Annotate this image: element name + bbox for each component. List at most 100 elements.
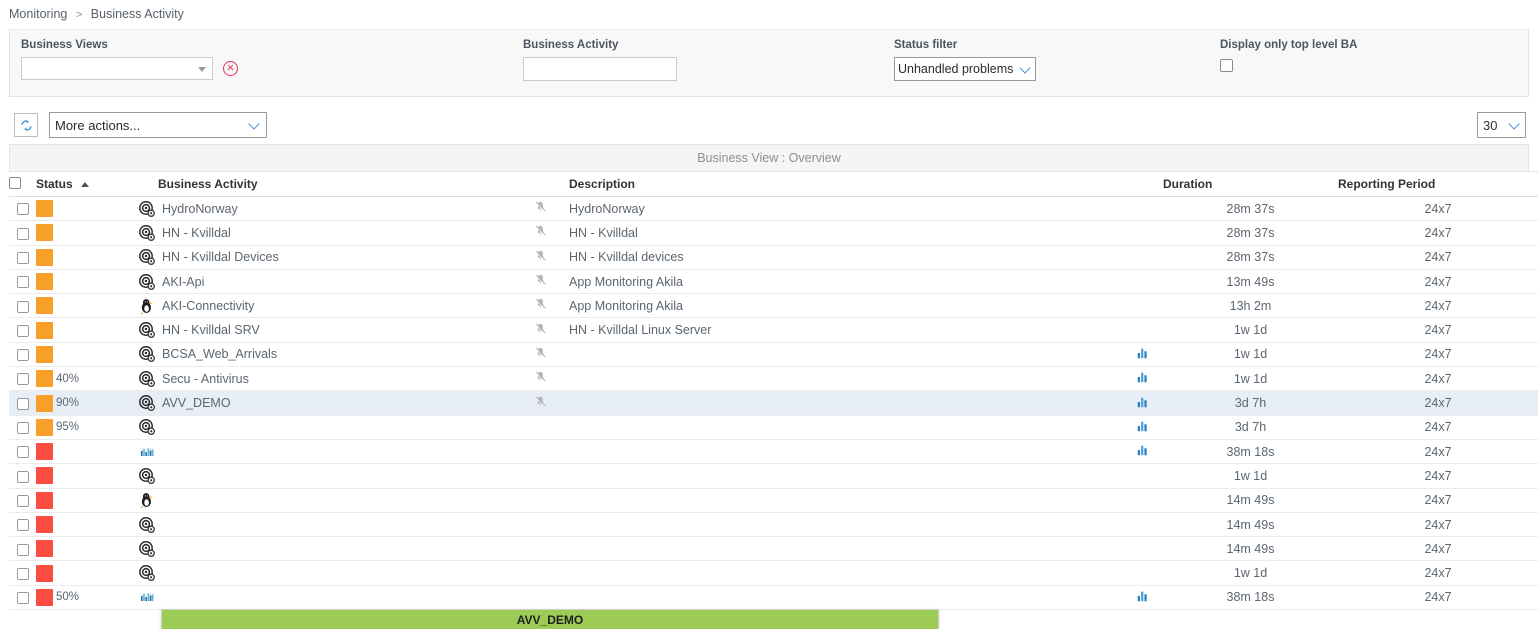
row-type-icon-cell[interactable] <box>136 269 158 295</box>
row-graph-cell[interactable] <box>1123 366 1163 392</box>
table-row[interactable]: 50% 38m 18s 24x7 <box>9 585 1538 611</box>
row-type-icon-cell[interactable] <box>136 512 158 538</box>
rows-per-page-select[interactable]: 30 <box>1477 112 1526 138</box>
row-graph-cell[interactable] <box>1123 269 1163 295</box>
row-notification-cell[interactable] <box>518 196 563 222</box>
row-notification-cell[interactable] <box>518 317 563 343</box>
row-type-icon-cell[interactable] <box>136 317 158 343</box>
row-type-icon-cell[interactable] <box>136 585 158 611</box>
row-checkbox[interactable] <box>16 397 29 410</box>
row-name-cell[interactable]: BCSA_Web_Arrivals <box>158 342 518 368</box>
row-checkbox[interactable] <box>16 349 29 362</box>
row-name-cell[interactable]: Secu - Antivirus <box>158 366 518 392</box>
row-checkbox[interactable] <box>16 373 29 386</box>
table-row[interactable]: AKI-Api App Monitoring Akila 13m 49s 24x7 <box>9 269 1538 295</box>
table-row[interactable]: 14m 49s 24x7 <box>9 512 1538 538</box>
row-name-cell[interactable] <box>158 512 518 538</box>
table-row[interactable]: HydroNorway HydroNorway 28m 37s 24x7 <box>9 196 1538 222</box>
row-graph-cell[interactable] <box>1123 196 1163 222</box>
row-name-cell[interactable] <box>158 488 518 513</box>
row-name-cell[interactable]: HydroNorway <box>158 196 518 222</box>
row-type-icon-cell[interactable] <box>136 439 158 465</box>
row-notification-cell[interactable] <box>518 512 563 538</box>
row-type-icon-cell[interactable] <box>136 463 158 489</box>
row-notification-cell[interactable] <box>518 220 563 246</box>
row-graph-cell[interactable] <box>1123 439 1163 465</box>
row-checkbox[interactable] <box>16 567 29 580</box>
row-type-icon-cell[interactable] <box>136 342 158 368</box>
table-row[interactable]: HN - Kvilldal HN - Kvilldal 28m 37s 24x7 <box>9 220 1538 246</box>
row-notification-cell[interactable] <box>518 269 563 295</box>
row-name-cell[interactable] <box>158 463 518 489</box>
row-notification-cell[interactable] <box>518 488 563 513</box>
column-header-status[interactable]: Status <box>36 171 136 197</box>
row-name-cell[interactable] <box>158 415 518 440</box>
row-type-icon-cell[interactable] <box>136 366 158 392</box>
select-all-checkbox[interactable] <box>9 176 21 189</box>
row-graph-cell[interactable] <box>1123 390 1163 416</box>
row-checkbox[interactable] <box>16 300 29 313</box>
clear-icon[interactable] <box>223 61 238 76</box>
row-notification-cell[interactable] <box>518 585 563 611</box>
status-filter-select[interactable]: Unhandled problems <box>894 57 1036 81</box>
row-name-cell[interactable]: HN - Kvilldal <box>158 220 518 246</box>
business-activity-input[interactable] <box>523 57 677 81</box>
row-name-cell[interactable]: HN - Kvilldal Devices <box>158 245 518 270</box>
table-row[interactable]: 14m 49s 24x7 <box>9 536 1538 562</box>
top-level-checkbox[interactable] <box>1220 59 1233 72</box>
row-notification-cell[interactable] <box>518 560 563 586</box>
row-notification-cell[interactable] <box>518 415 563 440</box>
row-graph-cell[interactable] <box>1123 536 1163 562</box>
row-type-icon-cell[interactable] <box>136 488 158 513</box>
row-type-icon-cell[interactable] <box>136 390 158 416</box>
row-notification-cell[interactable] <box>518 463 563 489</box>
column-header-duration[interactable]: Duration <box>1163 171 1338 197</box>
row-name-cell[interactable] <box>158 439 518 465</box>
business-views-select[interactable] <box>21 57 213 80</box>
row-name-cell[interactable] <box>158 536 518 562</box>
row-type-icon-cell[interactable] <box>136 293 158 319</box>
row-name-cell[interactable]: AKI-Connectivity <box>158 293 518 319</box>
row-checkbox[interactable] <box>16 494 29 507</box>
table-row[interactable]: 40% Secu - Antivirus 1w 1d 24x7 <box>9 366 1538 392</box>
row-notification-cell[interactable] <box>518 536 563 562</box>
table-row[interactable]: HN - Kvilldal SRV HN - Kvilldal Linux Ser… <box>9 317 1538 343</box>
row-notification-cell[interactable] <box>518 342 563 368</box>
row-name-cell[interactable] <box>158 560 518 586</box>
row-type-icon-cell[interactable] <box>136 245 158 270</box>
row-notification-cell[interactable] <box>518 245 563 270</box>
row-graph-cell[interactable] <box>1123 585 1163 611</box>
row-notification-cell[interactable] <box>518 390 563 416</box>
row-graph-cell[interactable] <box>1123 245 1163 270</box>
table-row[interactable]: HN - Kvilldal Devices HN - Kvilldal devic… <box>9 245 1538 270</box>
row-graph-cell[interactable] <box>1123 488 1163 513</box>
row-name-cell[interactable] <box>158 585 518 611</box>
row-type-icon-cell[interactable] <box>136 560 158 586</box>
table-row[interactable]: BCSA_Web_Arrivals 1w 1d 24x7 <box>9 342 1538 368</box>
row-graph-cell[interactable] <box>1123 293 1163 319</box>
refresh-button[interactable] <box>14 113 38 137</box>
row-checkbox[interactable] <box>16 519 29 532</box>
row-checkbox[interactable] <box>16 203 29 216</box>
row-checkbox[interactable] <box>16 543 29 556</box>
row-checkbox[interactable] <box>16 446 29 459</box>
row-graph-cell[interactable] <box>1123 560 1163 586</box>
row-name-cell[interactable]: HN - Kvilldal SRV <box>158 317 518 343</box>
row-checkbox[interactable] <box>16 227 29 240</box>
row-graph-cell[interactable] <box>1123 415 1163 440</box>
table-row[interactable]: 38m 18s 24x7 <box>9 439 1538 465</box>
row-graph-cell[interactable] <box>1123 220 1163 246</box>
column-header-description[interactable]: Description <box>563 171 1123 197</box>
column-header-reporting-period[interactable]: Reporting Period <box>1338 171 1538 197</box>
row-graph-cell[interactable] <box>1123 317 1163 343</box>
row-checkbox[interactable] <box>16 592 29 605</box>
breadcrumb-business-activity[interactable]: Business Activity <box>90 7 184 21</box>
row-name-cell[interactable]: AKI-Api <box>158 269 518 295</box>
row-notification-cell[interactable] <box>518 366 563 392</box>
row-name-cell[interactable]: AVV_DEMO <box>158 390 518 416</box>
breadcrumb-monitoring[interactable]: Monitoring <box>9 7 68 21</box>
table-row[interactable]: 90% AVV_DEMO 3d 7h 24x7 <box>9 390 1538 416</box>
row-type-icon-cell[interactable] <box>136 220 158 246</box>
row-checkbox[interactable] <box>16 276 29 289</box>
row-checkbox[interactable] <box>16 324 29 337</box>
